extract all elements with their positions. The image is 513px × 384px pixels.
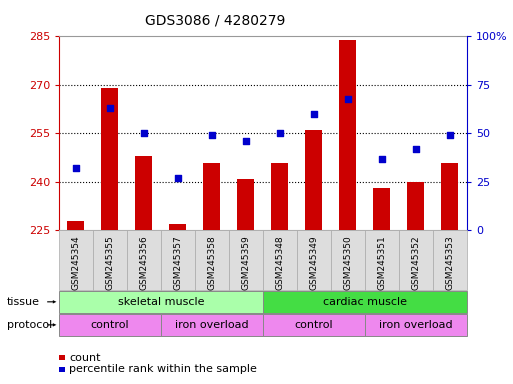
FancyBboxPatch shape [59, 314, 161, 336]
Bar [373, 189, 390, 230]
Text: percentile rank within the sample: percentile rank within the sample [69, 364, 257, 374]
Text: cardiac muscle: cardiac muscle [323, 297, 407, 307]
Text: GSM245355: GSM245355 [106, 235, 114, 290]
Text: GSM245354: GSM245354 [71, 235, 81, 290]
FancyBboxPatch shape [59, 291, 263, 313]
Text: GSM245349: GSM245349 [309, 235, 319, 290]
Point [446, 132, 454, 139]
Text: GSM245357: GSM245357 [173, 235, 183, 290]
FancyBboxPatch shape [59, 230, 93, 290]
Text: control: control [294, 320, 333, 330]
Point [276, 131, 284, 137]
Text: GSM245348: GSM245348 [275, 235, 284, 290]
Text: GSM245358: GSM245358 [207, 235, 216, 290]
FancyBboxPatch shape [195, 230, 229, 290]
Bar [407, 182, 424, 230]
Text: GSM245350: GSM245350 [343, 235, 352, 290]
Bar [271, 162, 288, 230]
FancyBboxPatch shape [161, 230, 195, 290]
Text: GSM245353: GSM245353 [445, 235, 455, 290]
Text: GSM245356: GSM245356 [140, 235, 148, 290]
Point [106, 105, 114, 111]
FancyBboxPatch shape [127, 230, 161, 290]
Text: tissue: tissue [7, 297, 40, 307]
Bar [340, 40, 357, 230]
Bar [169, 224, 186, 230]
Point [140, 131, 148, 137]
Text: GSM245359: GSM245359 [242, 235, 250, 290]
Point [242, 138, 250, 144]
FancyBboxPatch shape [433, 230, 467, 290]
FancyBboxPatch shape [263, 314, 365, 336]
Point [72, 165, 80, 171]
FancyBboxPatch shape [93, 230, 127, 290]
Point [344, 96, 352, 102]
FancyBboxPatch shape [229, 230, 263, 290]
Bar [135, 156, 152, 230]
FancyBboxPatch shape [365, 314, 467, 336]
Point [310, 111, 318, 117]
Bar [102, 88, 119, 230]
Text: iron overload: iron overload [379, 320, 452, 330]
Text: iron overload: iron overload [175, 320, 249, 330]
Point [412, 146, 420, 152]
FancyBboxPatch shape [161, 314, 263, 336]
Text: GDS3086 / 4280279: GDS3086 / 4280279 [145, 13, 286, 27]
Text: control: control [91, 320, 129, 330]
Point [378, 156, 386, 162]
Text: GSM245351: GSM245351 [378, 235, 386, 290]
Bar [204, 162, 221, 230]
FancyBboxPatch shape [297, 230, 331, 290]
Text: GSM245352: GSM245352 [411, 235, 420, 290]
Text: count: count [69, 353, 101, 362]
Bar [305, 130, 322, 230]
Point [174, 175, 182, 181]
Bar [441, 162, 458, 230]
FancyBboxPatch shape [365, 230, 399, 290]
Bar [238, 179, 254, 230]
Bar [68, 221, 85, 230]
FancyBboxPatch shape [331, 230, 365, 290]
FancyBboxPatch shape [263, 291, 467, 313]
FancyBboxPatch shape [263, 230, 297, 290]
Point [208, 132, 216, 139]
Text: protocol: protocol [7, 320, 52, 330]
FancyBboxPatch shape [399, 230, 433, 290]
Text: skeletal muscle: skeletal muscle [117, 297, 204, 307]
